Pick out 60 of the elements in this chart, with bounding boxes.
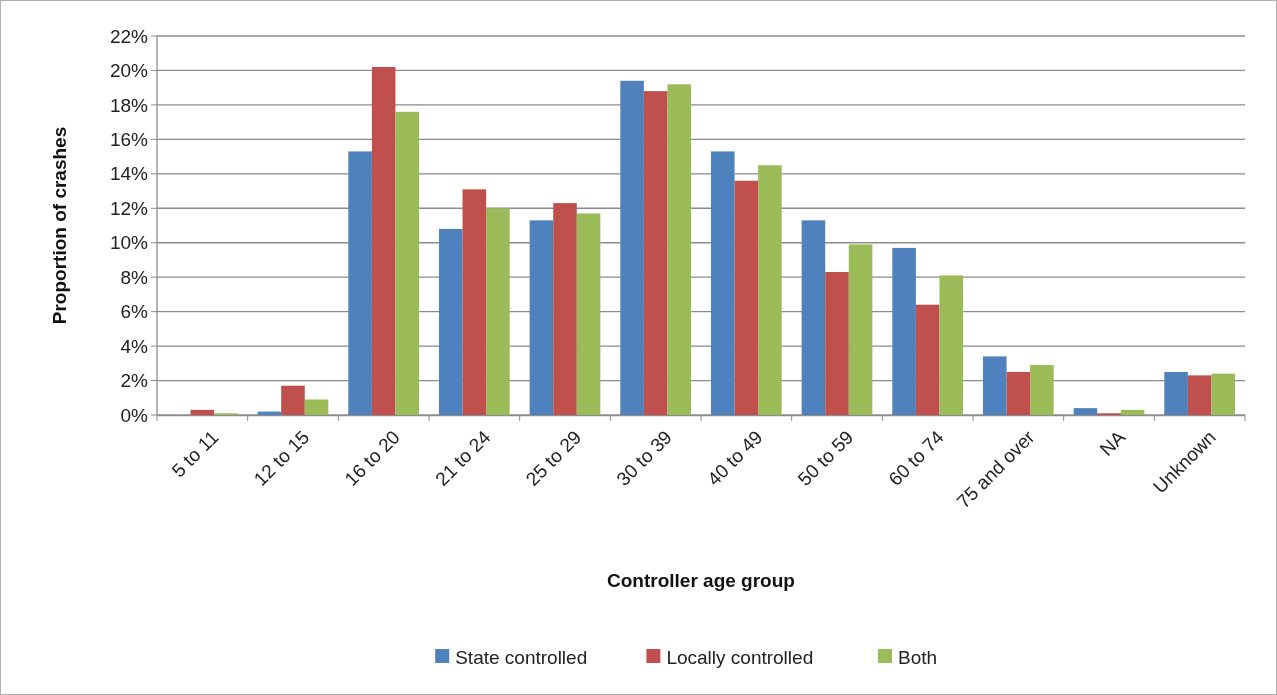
y-tick-label: 22% bbox=[109, 25, 149, 47]
y-tick-label: 6% bbox=[120, 301, 149, 323]
bar bbox=[486, 208, 510, 415]
bar bbox=[553, 203, 577, 415]
bar bbox=[982, 356, 1007, 415]
x-axis-title: Controller age group bbox=[607, 570, 795, 591]
x-tick-label: 50 to 59 bbox=[793, 426, 858, 490]
x-tick-label: 12 to 15 bbox=[249, 426, 314, 490]
y-axis-title: Proportion of crashes bbox=[49, 126, 70, 325]
bar bbox=[915, 304, 940, 415]
bar bbox=[620, 80, 644, 415]
bar bbox=[371, 67, 396, 415]
y-tick-label: 20% bbox=[109, 60, 149, 82]
y-tick-label: 4% bbox=[120, 335, 149, 357]
legend-label: State controlled bbox=[455, 646, 588, 668]
x-tick-label: 75 and over bbox=[952, 425, 1040, 513]
bar bbox=[1187, 375, 1212, 415]
x-tick-label: 21 to 24 bbox=[431, 426, 495, 490]
bar bbox=[939, 275, 964, 415]
bar bbox=[1030, 365, 1054, 415]
bar bbox=[758, 165, 782, 415]
bar bbox=[576, 213, 601, 415]
bar bbox=[190, 409, 215, 415]
x-tick-label: 5 to 11 bbox=[167, 426, 223, 482]
y-tick-label: 2% bbox=[120, 370, 149, 392]
bar bbox=[462, 189, 487, 415]
bar bbox=[348, 151, 372, 415]
bar bbox=[848, 244, 873, 415]
legend-label: Both bbox=[898, 646, 938, 668]
bar bbox=[395, 111, 420, 415]
bar bbox=[1120, 409, 1145, 415]
bar bbox=[825, 272, 849, 415]
bar bbox=[529, 220, 554, 415]
y-tick-label: 10% bbox=[109, 232, 149, 254]
x-tick-label: NA bbox=[1095, 426, 1130, 460]
x-tick-label: 25 to 29 bbox=[521, 426, 586, 490]
x-tick-label: 40 to 49 bbox=[703, 426, 767, 490]
bar bbox=[1073, 408, 1098, 415]
y-tick-label: 14% bbox=[109, 163, 149, 185]
y-tick-label: 12% bbox=[109, 197, 149, 219]
y-tick-label: 8% bbox=[120, 266, 149, 288]
bar bbox=[710, 151, 735, 415]
bar bbox=[1211, 373, 1236, 415]
bar bbox=[734, 180, 759, 415]
bar bbox=[801, 220, 826, 415]
bar bbox=[892, 247, 916, 415]
bar bbox=[643, 91, 668, 415]
x-tick-label: 16 to 20 bbox=[340, 426, 404, 490]
bar bbox=[281, 385, 305, 415]
x-tick-label: 30 to 39 bbox=[612, 426, 676, 490]
y-tick-label: 18% bbox=[109, 94, 149, 116]
x-tick-label: 60 to 74 bbox=[884, 426, 949, 490]
bar bbox=[1006, 371, 1031, 415]
bar bbox=[438, 228, 463, 415]
bar bbox=[1164, 371, 1188, 415]
bar bbox=[304, 399, 329, 415]
legend-label: Locally controlled bbox=[666, 646, 814, 668]
bar bbox=[667, 84, 692, 415]
y-tick-label: 16% bbox=[109, 129, 149, 151]
y-tick-label: 0% bbox=[120, 404, 149, 426]
